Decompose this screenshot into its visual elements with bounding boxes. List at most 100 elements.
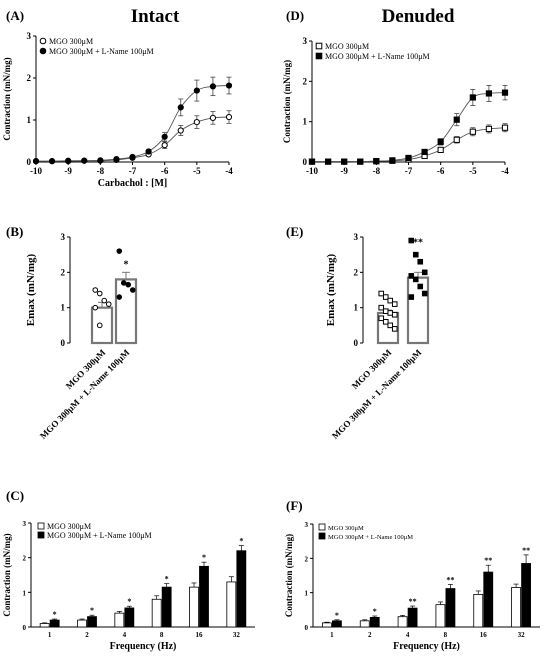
data-point bbox=[113, 155, 120, 163]
bar bbox=[359, 620, 370, 628]
data-point bbox=[129, 153, 136, 161]
individual-point bbox=[391, 301, 398, 307]
bar bbox=[39, 623, 50, 628]
data-point bbox=[501, 124, 509, 131]
individual-point bbox=[391, 311, 398, 318]
data-point bbox=[225, 113, 233, 121]
y-tick-label: 1 bbox=[61, 303, 66, 313]
bar-group-1 bbox=[376, 290, 400, 345]
x-tick-label: 4 bbox=[123, 631, 127, 639]
significance-marker: * bbox=[124, 259, 129, 270]
bar bbox=[322, 622, 332, 628]
panel-label: (E) bbox=[286, 224, 303, 239]
category-label: MGO 300μM + L-Name 100μM bbox=[38, 347, 132, 441]
header-denuded: Denuded bbox=[382, 6, 455, 27]
individual-point bbox=[387, 310, 394, 316]
x-tick-label: 4 bbox=[406, 631, 410, 639]
x-tick-label: 1 bbox=[330, 631, 334, 639]
x-tick-label: 2 bbox=[368, 631, 372, 639]
data-point bbox=[389, 157, 396, 164]
x-axis-label: Carbachol : [M] bbox=[98, 178, 167, 189]
data-point bbox=[225, 82, 233, 89]
series-curve bbox=[35, 85, 230, 162]
x-tick-label: -5 bbox=[193, 166, 201, 176]
significance-marker: * bbox=[373, 607, 377, 616]
individual-point bbox=[125, 281, 132, 288]
data-point bbox=[501, 89, 509, 96]
x-tick-label: 32 bbox=[518, 631, 526, 639]
bar bbox=[189, 586, 199, 628]
individual-point bbox=[382, 319, 389, 325]
bar bbox=[49, 619, 60, 628]
bar-group-2: * bbox=[114, 248, 138, 345]
legend-entry: MGO 300μM + L-Name 100μM bbox=[47, 531, 152, 540]
data-point bbox=[48, 158, 56, 165]
legend-marker bbox=[39, 37, 47, 45]
x-tick-label: 16 bbox=[480, 631, 488, 639]
bar-group-1 bbox=[90, 287, 114, 345]
x-tick-label: -8 bbox=[373, 166, 381, 176]
panel-label: (F) bbox=[286, 498, 303, 513]
data-point bbox=[145, 148, 152, 155]
x-tick-label: -4 bbox=[501, 166, 509, 176]
legend-entry: MGO 300μM + L-Name 100μM bbox=[325, 52, 430, 61]
y-tick-label: 1 bbox=[303, 117, 308, 127]
data-point bbox=[453, 116, 460, 123]
panel-label: (D) bbox=[286, 8, 304, 23]
individual-point bbox=[408, 294, 415, 300]
data-point bbox=[437, 146, 444, 154]
y-tick-label: 3 bbox=[303, 36, 308, 46]
bar bbox=[114, 612, 125, 628]
bar bbox=[473, 593, 484, 628]
individual-point bbox=[387, 322, 394, 329]
bar bbox=[161, 586, 172, 628]
y-tick-label: 0 bbox=[61, 338, 66, 348]
legend-swatch bbox=[37, 531, 45, 539]
panel-c: (C) 0 1 2 3 Contraction (mN/mg) Frequency (Hz)… bbox=[2, 488, 255, 652]
data-point bbox=[97, 157, 104, 164]
y-tick-label: 3 bbox=[61, 232, 66, 242]
data-point bbox=[209, 114, 217, 122]
legend-swatch bbox=[37, 522, 45, 530]
individual-point bbox=[387, 297, 394, 304]
significance-marker: * bbox=[127, 597, 131, 606]
individual-point bbox=[92, 287, 99, 293]
individual-point bbox=[421, 290, 428, 297]
bar bbox=[151, 598, 162, 628]
x-tick-label: -7 bbox=[129, 166, 137, 176]
x-tick-label: 8 bbox=[160, 631, 164, 639]
panel-a: (A) 0 1 2 3 -10 -9 -8 -7 -6 -5 -4 Contraction (mN/mg… bbox=[2, 8, 233, 189]
data-point bbox=[177, 104, 184, 111]
y-tick-label: 2 bbox=[23, 555, 27, 563]
x-tick-label: 2 bbox=[85, 631, 89, 639]
panel-label: (A) bbox=[6, 8, 24, 23]
y-tick-label: 1 bbox=[23, 589, 27, 597]
data-point bbox=[81, 157, 88, 164]
y-tick-label: 3 bbox=[354, 232, 359, 242]
significance-marker: * bbox=[335, 611, 339, 620]
x-tick-label: -6 bbox=[437, 166, 445, 176]
significance-marker: ** bbox=[413, 237, 423, 248]
x-axis-label: Frequency (Hz) bbox=[393, 641, 460, 652]
data-point bbox=[193, 87, 200, 94]
data-point bbox=[308, 158, 316, 165]
x-tick-label: -4 bbox=[225, 166, 233, 176]
y-tick-label: 0 bbox=[303, 157, 308, 167]
legend-marker bbox=[39, 47, 47, 55]
significance-marker: * bbox=[202, 553, 206, 562]
individual-point bbox=[391, 326, 398, 332]
data-point bbox=[437, 138, 444, 145]
individual-point bbox=[378, 290, 385, 297]
x-tick-label: 32 bbox=[233, 631, 241, 639]
bar bbox=[369, 616, 380, 628]
data-point bbox=[373, 158, 380, 165]
bar bbox=[511, 587, 521, 628]
y-tick-label: 0 bbox=[305, 624, 309, 632]
individual-point bbox=[120, 280, 127, 286]
y-axis-label: Emax (mN/mg) bbox=[325, 253, 337, 326]
legend-swatch bbox=[318, 523, 326, 531]
x-tick-label: -10 bbox=[306, 166, 318, 176]
legend-entry: MGO 300μM + L-Name 100μM bbox=[49, 47, 154, 56]
header-intact: Intact bbox=[131, 6, 180, 27]
